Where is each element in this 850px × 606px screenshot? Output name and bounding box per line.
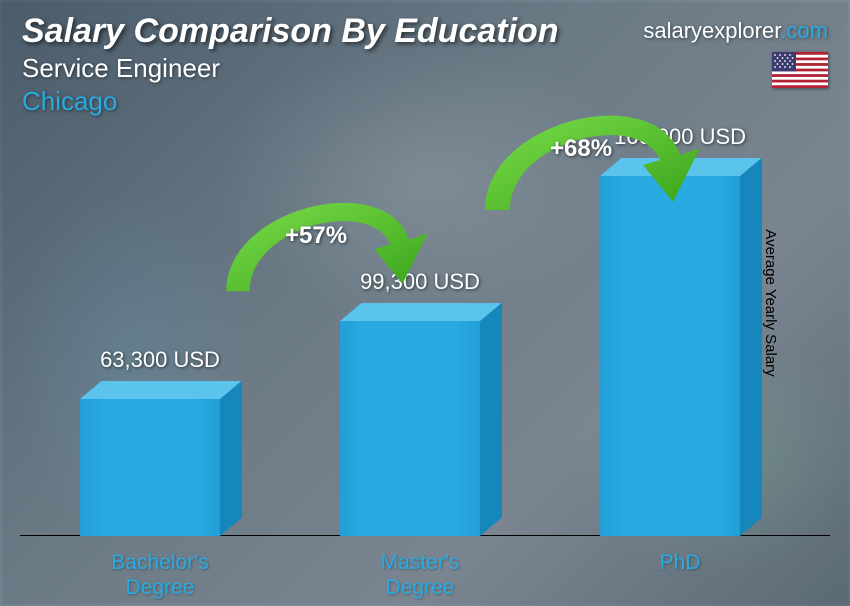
bar-chart: 63,300 USD99,300 USD166,000 USD+57%+68% <box>40 130 790 536</box>
flag-icon <box>772 52 828 88</box>
increase-percent-label: +57% <box>285 222 347 250</box>
bar-side <box>480 303 502 536</box>
bar-category-label: Bachelor'sDegree <box>60 550 260 600</box>
bar-category-label: Master'sDegree <box>320 550 520 600</box>
bar-top <box>80 381 241 399</box>
y-axis-label: Average Yearly Salary <box>762 229 779 376</box>
chart-location: Chicago <box>22 86 828 117</box>
bar-category-label: PhD <box>580 550 780 575</box>
increase-arrow-0: +57% <box>190 160 450 310</box>
chart-subtitle: Service Engineer <box>22 53 828 84</box>
bar-value-label: 63,300 USD <box>60 347 260 373</box>
bar-side <box>740 158 762 536</box>
brand-name: salaryexplorer <box>643 18 780 43</box>
bar-front <box>340 321 480 536</box>
bar-side <box>220 381 242 536</box>
x-axis-labels: Bachelor'sDegree Master'sDegree PhD <box>40 542 790 598</box>
bar-front <box>80 399 220 536</box>
increase-percent-label: +68% <box>550 135 612 163</box>
brand-watermark: salaryexplorer.com <box>643 18 828 44</box>
brand-tld: .com <box>780 18 828 43</box>
